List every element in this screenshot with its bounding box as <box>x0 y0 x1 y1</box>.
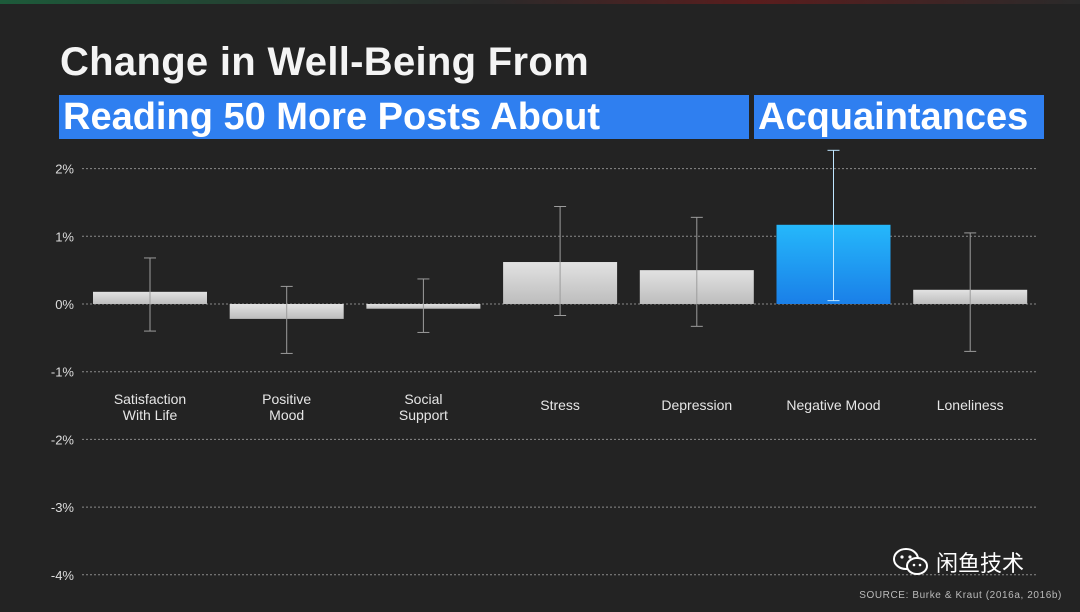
category-label: Positive Mood <box>262 391 311 423</box>
category-label: Negative Mood <box>786 397 880 413</box>
y-tick-label: -1% <box>51 365 75 380</box>
y-tick-label: -3% <box>51 500 75 515</box>
category-label: Social Support <box>399 391 448 423</box>
category-label: Stress <box>540 397 580 413</box>
category-label: Satisfaction With Life <box>114 391 186 423</box>
y-tick-label: 0% <box>55 297 74 312</box>
category-label: Loneliness <box>937 397 1004 413</box>
y-tick-label: -4% <box>51 568 75 583</box>
y-tick-label: 2% <box>55 162 74 177</box>
wechat-icon <box>893 548 928 575</box>
source-citation: SOURCE: Burke & Kraut (2016a, 2016b) <box>859 590 1062 601</box>
watermark-text: 闲鱼技术 <box>936 552 1025 577</box>
category-label: Depression <box>661 397 732 413</box>
y-tick-label: -2% <box>51 432 75 447</box>
chart-title: Change in Well-Being From <box>60 40 590 84</box>
top-accent-line <box>0 0 1080 4</box>
watermark: 闲鱼技术 <box>892 546 1024 578</box>
title-highlight-posts: Reading 50 More Posts About <box>59 95 749 139</box>
title-highlight-acquaintances: Acquaintances <box>754 95 1044 139</box>
y-tick-label: 1% <box>55 229 74 244</box>
